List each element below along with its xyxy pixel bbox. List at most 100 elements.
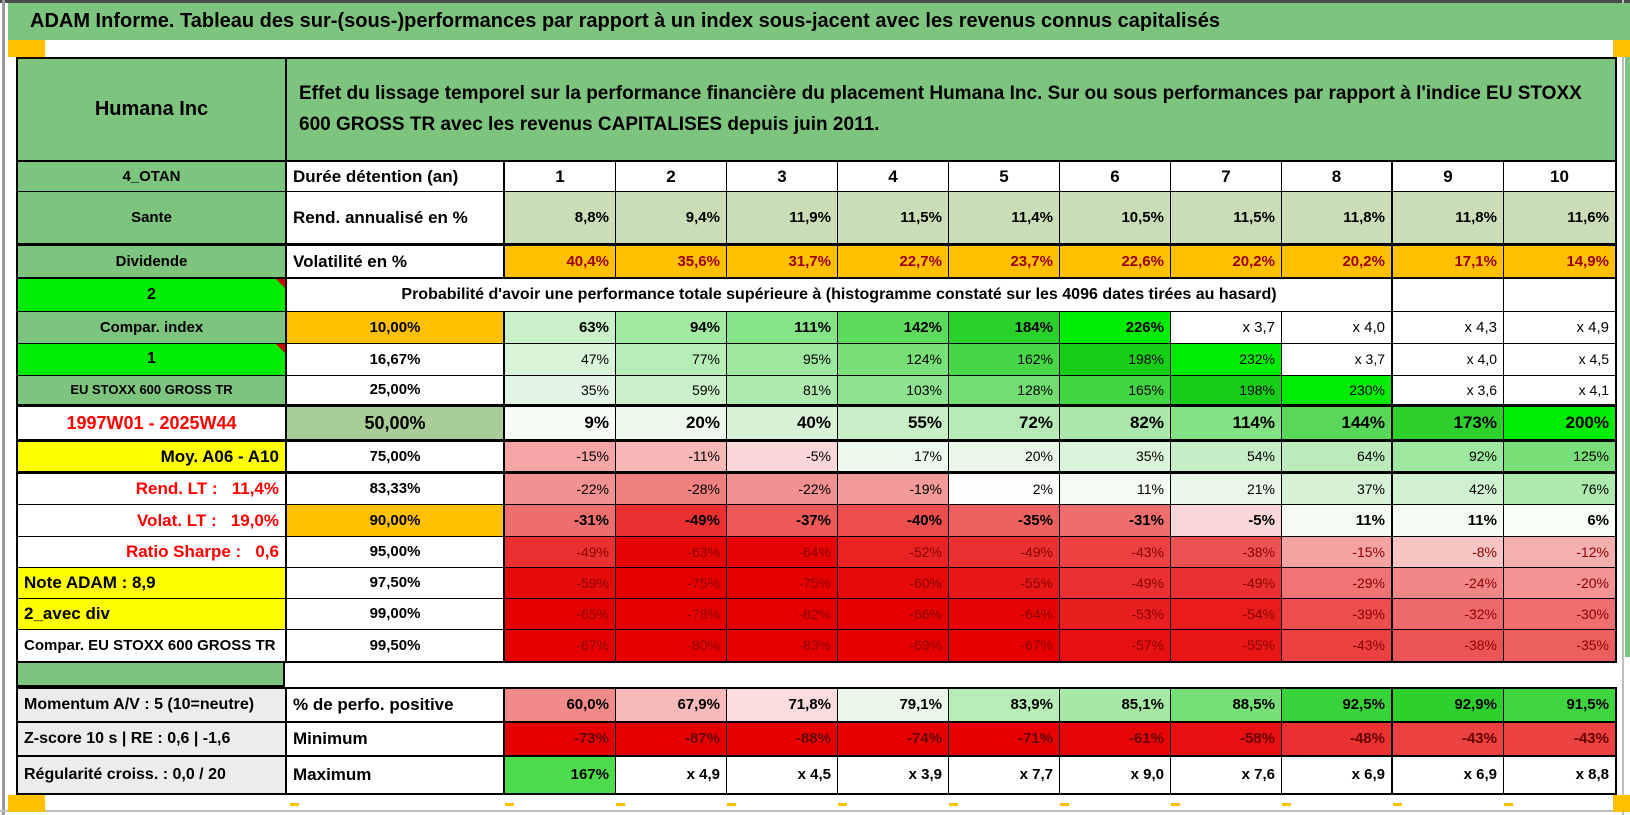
row-label-p99[interactable]: 2_avec div [18,599,287,629]
cell-p995-10[interactable]: -35% [1504,630,1615,661]
cell-p99-3[interactable]: -82% [727,599,838,629]
cell-p50-6[interactable]: 82% [1060,407,1171,439]
cell-volat-1[interactable]: 40,4% [505,246,616,277]
row-label-p95[interactable]: Ratio Sharpe : 0,6 [18,537,287,567]
cell-p99-7[interactable]: -54% [1171,599,1282,629]
cell-p995-3[interactable]: -83% [727,630,838,661]
cell-perfo-6[interactable]: 85,1% [1060,689,1171,721]
cell-duree-9[interactable]: 9 [1393,162,1504,191]
cell-min-6[interactable]: -61% [1060,723,1171,755]
cell-p975-9[interactable]: -24% [1393,568,1504,598]
cell-p90-8[interactable]: 11% [1282,505,1393,536]
cell-p975-3[interactable]: -75% [727,568,838,598]
cell-p90-7[interactable]: -5% [1171,505,1282,536]
cell-min-2[interactable]: -87% [616,723,727,755]
cell-rend-6[interactable]: 10,5% [1060,192,1171,243]
cell-max-5[interactable]: x 7,7 [949,757,1060,793]
cell-rend-5[interactable]: 11,4% [949,192,1060,243]
cell-p99-8[interactable]: -39% [1282,599,1393,629]
cell-perfo-2[interactable]: 67,9% [616,689,727,721]
cell-p8333-7[interactable]: 21% [1171,474,1282,504]
row-label-p1667[interactable]: 1 [18,344,287,375]
cell-p95-1[interactable]: -49% [505,537,616,567]
cell-p10-6[interactable]: 226% [1060,312,1171,343]
row-header-p90[interactable]: 90,00% [287,505,505,536]
cell-rend-7[interactable]: 11,5% [1171,192,1282,243]
cell-perfo-5[interactable]: 83,9% [949,689,1060,721]
cell-p995-5[interactable]: -67% [949,630,1060,661]
cell-p90-3[interactable]: -37% [727,505,838,536]
cell-p95-4[interactable]: -52% [838,537,949,567]
cell-p50-10[interactable]: 200% [1504,407,1615,439]
cell-p90-5[interactable]: -35% [949,505,1060,536]
cell-duree-3[interactable]: 3 [727,162,838,191]
cell-p95-6[interactable]: -43% [1060,537,1171,567]
cell-rend-9[interactable]: 11,8% [1393,192,1504,243]
cell-p99-10[interactable]: -30% [1504,599,1615,629]
cell-p25-6[interactable]: 165% [1060,376,1171,404]
cell-p90-2[interactable]: -49% [616,505,727,536]
cell-duree-5[interactable]: 5 [949,162,1060,191]
cell-p25-5[interactable]: 128% [949,376,1060,404]
cell-p95-3[interactable]: -64% [727,537,838,567]
cell-p1667-8[interactable]: x 3,7 [1282,344,1393,375]
cell-p99-2[interactable]: -78% [616,599,727,629]
cell-p50-4[interactable]: 55% [838,407,949,439]
row-header-max[interactable]: Maximum [287,757,505,793]
cell-p8333-8[interactable]: 37% [1282,474,1393,504]
row-label-perfo[interactable]: Momentum A/V : 5 (10=neutre) [18,689,287,721]
cell-p10-10[interactable]: x 4,9 [1504,312,1615,343]
cell-rend-3[interactable]: 11,9% [727,192,838,243]
row-label-duree[interactable]: 4_OTAN [18,162,287,191]
cell-p8333-10[interactable]: 76% [1504,474,1615,504]
row-header-p1667[interactable]: 16,67% [287,344,505,375]
cell-duree-2[interactable]: 2 [616,162,727,191]
cell-p1667-7[interactable]: 232% [1171,344,1282,375]
row-header-p25[interactable]: 25,00% [287,376,505,404]
description-cell[interactable]: Effet du lissage temporel sur la perform… [287,59,1615,160]
cell-p10-9[interactable]: x 4,3 [1393,312,1504,343]
cell-p975-6[interactable]: -49% [1060,568,1171,598]
cell-volat-3[interactable]: 31,7% [727,246,838,277]
row-header-p10[interactable]: 10,00% [287,312,505,343]
cell-p50-5[interactable]: 72% [949,407,1060,439]
cell-p99-1[interactable]: -65% [505,599,616,629]
cell-max-3[interactable]: x 4,5 [727,757,838,793]
cell-p75-5[interactable]: 20% [949,442,1060,471]
cell-p8333-6[interactable]: 11% [1060,474,1171,504]
cell-perfo-3[interactable]: 71,8% [727,689,838,721]
cell-p25-3[interactable]: 81% [727,376,838,404]
cell-volat-2[interactable]: 35,6% [616,246,727,277]
cell-p995-1[interactable]: -67% [505,630,616,661]
cell-p75-2[interactable]: -11% [616,442,727,471]
cell-min-1[interactable]: -73% [505,723,616,755]
cell-rend-2[interactable]: 9,4% [616,192,727,243]
cell-perfo-4[interactable]: 79,1% [838,689,949,721]
cell-p995-9[interactable]: -38% [1393,630,1504,661]
cell-p1667-1[interactable]: 47% [505,344,616,375]
row-header-p99[interactable]: 99,00% [287,599,505,629]
cell-p8333-3[interactable]: -22% [727,474,838,504]
cell-duree-10[interactable]: 10 [1504,162,1615,191]
cell-p75-10[interactable]: 125% [1504,442,1615,471]
cell-max-4[interactable]: x 3,9 [838,757,949,793]
cell-p99-5[interactable]: -64% [949,599,1060,629]
cell-p1667-4[interactable]: 124% [838,344,949,375]
cell-perfo-9[interactable]: 92,9% [1393,689,1504,721]
cell-volat-7[interactable]: 20,2% [1171,246,1282,277]
cell-p75-6[interactable]: 35% [1060,442,1171,471]
cell-p90-10[interactable]: 6% [1504,505,1615,536]
cell-p75-8[interactable]: 64% [1282,442,1393,471]
cell-p99-6[interactable]: -53% [1060,599,1171,629]
company-name-cell[interactable]: Humana Inc [18,59,287,160]
cell-p975-4[interactable]: -60% [838,568,949,598]
cell-p90-6[interactable]: -31% [1060,505,1171,536]
cell-perfo-7[interactable]: 88,5% [1171,689,1282,721]
cell-volat-8[interactable]: 20,2% [1282,246,1393,277]
cell-p50-2[interactable]: 20% [616,407,727,439]
cell-p25-7[interactable]: 198% [1171,376,1282,404]
cell-p25-4[interactable]: 103% [838,376,949,404]
row-header-p95[interactable]: 95,00% [287,537,505,567]
cell-rend-8[interactable]: 11,8% [1282,192,1393,243]
row-header-p975[interactable]: 97,50% [287,568,505,598]
